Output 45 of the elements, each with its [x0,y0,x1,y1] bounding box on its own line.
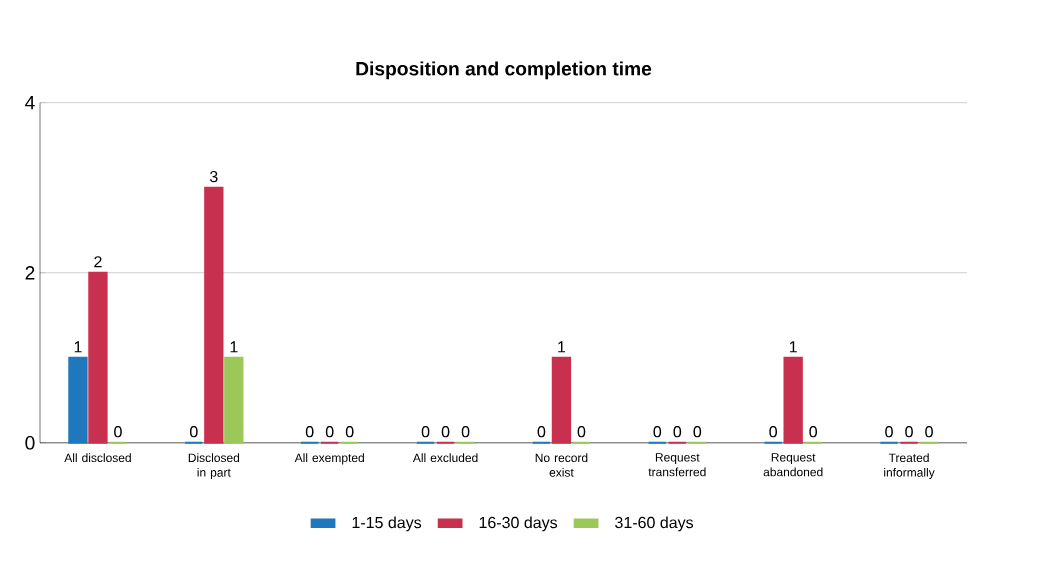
legend-label: 31-60 days [615,516,694,532]
legend-label: 1-15 days [352,516,422,532]
y-tick-label: 2 [25,265,35,280]
data-label: 0 [885,425,893,438]
data-label: 0 [673,425,682,438]
bar [88,271,108,444]
bar [783,356,803,444]
data-label: 0 [345,425,354,438]
y-tick-label: 4 [25,95,35,110]
data-label: 0 [809,425,818,438]
x-tick-label: Disclosed in part [188,453,240,479]
legend-label: 16-30 days [479,516,558,532]
data-label: 1 [789,341,797,353]
data-label: 0 [577,425,586,438]
data-label: 0 [461,425,470,438]
x-tick-label: Request abandoned [763,453,823,477]
x-tick-label: Treated informally [884,453,935,479]
chart-title: Disposition and completion time [356,61,652,80]
bar [224,356,244,444]
x-tick-label: No record exist [535,453,588,477]
data-label: 3 [209,170,218,183]
data-label: 0 [305,425,314,438]
data-label: 1 [230,341,238,353]
x-tick-label: All disclosed [64,453,131,462]
y-tick-label: 0 [25,435,35,450]
data-label: 0 [537,425,546,438]
data-label: 0 [925,425,933,438]
bar [204,186,224,444]
data-label: 0 [441,425,450,438]
x-tick-label: Request transferred [648,453,706,477]
bar [551,356,572,444]
data-label: 0 [653,425,662,438]
data-label: 0 [189,425,198,438]
data-label: 1 [558,341,566,353]
data-label: 1 [74,341,82,353]
x-tick-label: All exempted [294,453,364,465]
data-label: 0 [421,425,430,438]
data-label: 0 [693,425,702,438]
data-label: 0 [905,425,913,438]
data-label: 0 [325,425,334,438]
x-tick-label: All excluded [412,453,478,462]
data-label: 0 [769,425,777,438]
data-label: 2 [94,256,102,268]
bar [68,356,88,444]
data-label: 0 [114,425,122,438]
